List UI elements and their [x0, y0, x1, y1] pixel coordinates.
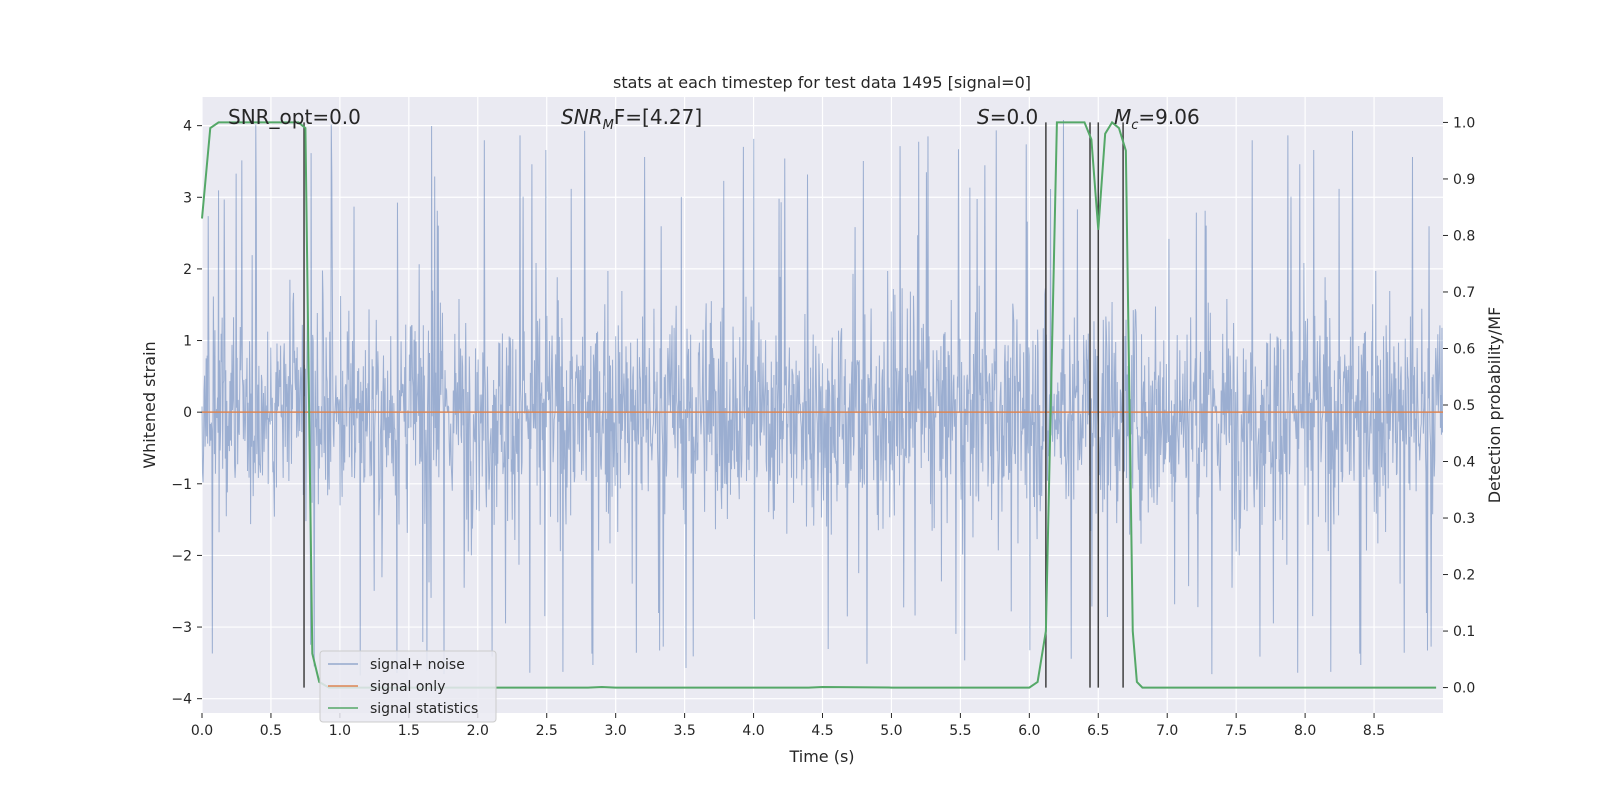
- x-tick-label-2: 1.0: [329, 723, 351, 739]
- mc-annotation: Mc=9.06: [1114, 105, 1200, 133]
- y2-tick-label-5: 0.5: [1453, 398, 1475, 414]
- y2-tick-label-7: 0.3: [1453, 511, 1475, 527]
- s-value: =0.0: [990, 105, 1039, 129]
- legend-label-signal-statistics: signal statistics: [370, 701, 478, 717]
- signal-noise-series: [201, 119, 1443, 676]
- y-tick-label-4: 0: [183, 405, 192, 421]
- y2-tick-label-8: 0.2: [1453, 568, 1475, 584]
- mc-subscript: c: [1131, 118, 1138, 133]
- snr-opt-annotation: SNR_opt=0.0: [228, 105, 361, 129]
- x-tick-label-6: 3.0: [605, 723, 627, 739]
- x-tick-label-14: 7.0: [1156, 723, 1178, 739]
- x-tick-label-7: 3.5: [673, 723, 695, 739]
- y-axis-ticks: 4 3 2 1 0 −1 −2 −3 −4: [171, 119, 202, 708]
- y-axis-label: Whitened strain: [140, 341, 159, 468]
- x-tick-label-5: 2.5: [536, 723, 558, 739]
- x-tick-label-11: 5.5: [949, 723, 971, 739]
- y2-tick-label-10: 0.0: [1453, 681, 1475, 697]
- y-tick-label-0: 4: [183, 119, 192, 135]
- mc-value: =9.06: [1138, 105, 1199, 129]
- snr-mf-subscript: M: [603, 118, 614, 133]
- s-name: S: [977, 105, 990, 129]
- mc-name: M: [1114, 105, 1131, 129]
- y2-axis-ticks: 1.0 0.9 0.8 0.7 0.6 0.5 0.4 0.3 0.2 0.1 0.0: [1443, 115, 1475, 697]
- x-tick-label-1: 0.5: [260, 723, 282, 739]
- x-tick-label-3: 1.5: [398, 723, 420, 739]
- legend-label-signal-noise: signal+ noise: [370, 657, 465, 673]
- chart-title: stats at each timestep for test data 149…: [613, 73, 1031, 92]
- signal-noise-line: [201, 119, 1443, 676]
- s-annotation: S=0.0: [977, 105, 1038, 129]
- x-tick-label-12: 6.0: [1018, 723, 1040, 739]
- legend: signal+ noise signal only signal statist…: [319, 650, 497, 723]
- y-tick-label-7: −3: [171, 620, 192, 636]
- x-tick-label-0: 0.0: [191, 723, 213, 739]
- x-tick-label-16: 8.0: [1294, 723, 1316, 739]
- y2-tick-label-4: 0.6: [1453, 341, 1475, 357]
- y-tick-label-6: −2: [171, 548, 192, 564]
- x-tick-label-8: 4.0: [742, 723, 764, 739]
- snr-mf-value: F=[4.27]: [614, 105, 702, 129]
- y-tick-label-3: 1: [183, 334, 192, 350]
- y-tick-label-1: 3: [183, 190, 192, 206]
- y2-tick-label-9: 0.1: [1453, 624, 1475, 640]
- y-tick-label-8: −4: [171, 692, 192, 708]
- x-tick-label-4: 2.0: [467, 723, 489, 739]
- y2-tick-label-0: 1.0: [1453, 115, 1475, 131]
- x-tick-label-10: 5.0: [880, 723, 902, 739]
- legend-label-signal-only: signal only: [370, 679, 445, 695]
- signal-statistics-line: [201, 120, 1437, 689]
- x-tick-label-9: 4.5: [811, 723, 833, 739]
- y2-tick-label-2: 0.8: [1453, 228, 1475, 244]
- y2-tick-label-3: 0.7: [1453, 285, 1475, 301]
- legend-box: [319, 650, 497, 723]
- y2-axis-label: Detection probability/MF: [1485, 307, 1504, 504]
- overlay-lines: [201, 120, 1443, 689]
- y2-tick-label-1: 0.9: [1453, 172, 1475, 188]
- x-axis-label: Time (s): [788, 747, 854, 766]
- y2-tick-label-6: 0.4: [1453, 455, 1475, 471]
- y-tick-label-2: 2: [183, 262, 192, 278]
- snr-mf-name: SNR: [561, 105, 603, 129]
- x-tick-label-15: 7.5: [1225, 723, 1247, 739]
- x-tick-label-13: 6.5: [1087, 723, 1109, 739]
- y-tick-label-5: −1: [171, 477, 192, 493]
- x-axis-ticks: 0.0 0.5 1.0 1.5 2.0 2.5 3.0 3.5 4.0 4.5 5.0 5.5 6.0 6…: [191, 713, 1385, 739]
- snr-mf-annotation: SNRMF=[4.27]: [561, 105, 702, 133]
- x-tick-label-17: 8.5: [1363, 723, 1385, 739]
